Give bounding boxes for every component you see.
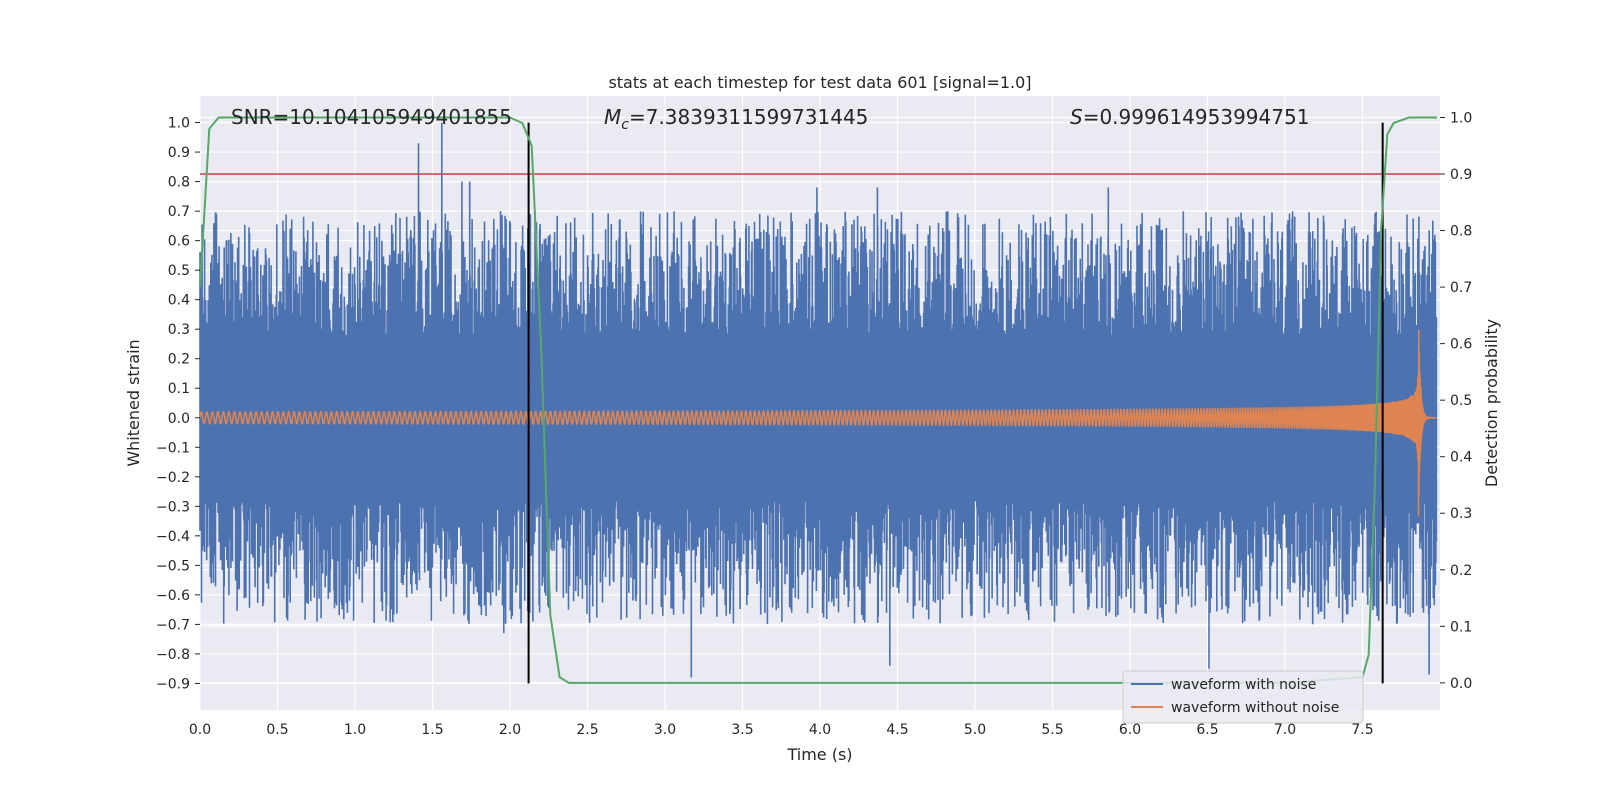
x-axis-label: Time (s) [786, 745, 852, 764]
y-tick-label: 0.9 [168, 145, 190, 161]
x-tick-label: 2.5 [576, 722, 598, 738]
x-tick-label: 3.0 [654, 722, 676, 738]
y2-axis-label: Detection probability [1482, 319, 1501, 487]
y2-tick-label: 0.9 [1450, 167, 1472, 183]
y2-tick-label: 0.0 [1450, 676, 1472, 692]
x-tick-label: 1.5 [421, 722, 443, 738]
x-tick-label: 0.0 [189, 722, 211, 738]
x-tick-label: 5.0 [964, 722, 986, 738]
x-tick-label: 7.5 [1351, 722, 1373, 738]
y-tick-label: −0.1 [156, 440, 190, 456]
s-value: =0.999614953994751 [1083, 105, 1310, 129]
y2-tick-label: 1.0 [1450, 110, 1472, 126]
overlay [199, 116, 1440, 684]
y2-tick-label: 0.2 [1450, 563, 1472, 579]
x-tick-label: 6.5 [1196, 722, 1218, 738]
y-tick-label: −0.8 [156, 647, 190, 663]
mc-symbol: M [604, 105, 621, 129]
detection-probability-line [199, 116, 1437, 684]
y-tick-label: 0.4 [168, 293, 190, 309]
y2-tick-label: 0.7 [1450, 280, 1472, 296]
x-tick-label: 2.0 [499, 722, 521, 738]
y-tick-label: −0.3 [156, 499, 190, 515]
mc-annotation: Mc=7.3839311599731445 [604, 105, 868, 133]
legend-label-clean: waveform without noise [1171, 700, 1339, 716]
y-tick-label: −0.2 [156, 470, 190, 486]
y2-tick-label: 0.1 [1450, 619, 1472, 635]
x-tick-label: 7.0 [1274, 722, 1296, 738]
x-tick-label: 4.0 [809, 722, 831, 738]
s-symbol: S [1070, 105, 1083, 129]
y-tick-label: −0.6 [156, 588, 190, 604]
y2-tick-label: 0.5 [1450, 393, 1472, 409]
y-tick-label: 0.7 [168, 204, 190, 220]
y2-tick-label: 0.8 [1450, 224, 1472, 240]
y2-tick-label: 0.3 [1450, 506, 1472, 522]
x-tick-label: 0.5 [266, 722, 288, 738]
chart-title: stats at each timestep for test data 601… [608, 73, 1031, 92]
y-tick-label: −0.5 [156, 558, 190, 574]
y2-tick-label: 0.6 [1450, 337, 1472, 353]
y-tick-label: 0.2 [168, 352, 190, 368]
x-tick-label: 4.5 [886, 722, 908, 738]
y-axis-label: Whitened strain [124, 339, 143, 466]
s-annotation: S=0.999614953994751 [1070, 105, 1309, 129]
chirp-series [199, 329, 1438, 517]
y-tick-label: −0.7 [156, 617, 190, 633]
snr-annotation: SNR=10.104105949401855 [231, 105, 512, 129]
y-tick-label: 0.8 [168, 175, 190, 191]
y-tick-label: 1.0 [168, 116, 190, 132]
y2-ticks: 1.0 0.9 0.8 0.7 0.6 0.5 0.4 0.3 0.2 0.1 0.0 [1440, 110, 1472, 692]
x-tick-label: 3.5 [731, 722, 753, 738]
legend: waveform with noise waveform without noi… [1122, 670, 1364, 724]
y-tick-label: 0.6 [168, 234, 190, 250]
y-tick-label: 0.1 [168, 381, 190, 397]
y-tick-label: −0.9 [156, 676, 190, 692]
mc-subscript: c [621, 117, 629, 133]
x-tick-label: 5.5 [1041, 722, 1063, 738]
y-tick-label: 0.0 [168, 411, 190, 427]
y-ticks: 1.0 0.9 0.8 0.7 0.6 0.5 0.4 0.3 0.2 0.1 0.0 −0.1 −0.… [156, 116, 200, 692]
x-tick-label: 6.0 [1119, 722, 1141, 738]
y-tick-label: −0.4 [156, 529, 190, 545]
x-ticks: 0.0 0.5 1.0 1.5 2.0 2.5 3.0 3.5 4.0 4.5 5.0 5.5 6.0 6… [189, 722, 1374, 738]
y-tick-label: 0.3 [168, 322, 190, 338]
y-tick-label: 0.5 [168, 263, 190, 279]
x-tick-label: 1.0 [344, 722, 366, 738]
mc-value: =7.3839311599731445 [629, 105, 868, 129]
y2-tick-label: 0.4 [1450, 450, 1472, 466]
chirp-series-line [199, 329, 1438, 517]
legend-box [1122, 670, 1364, 724]
legend-label-noise: waveform with noise [1171, 677, 1316, 693]
